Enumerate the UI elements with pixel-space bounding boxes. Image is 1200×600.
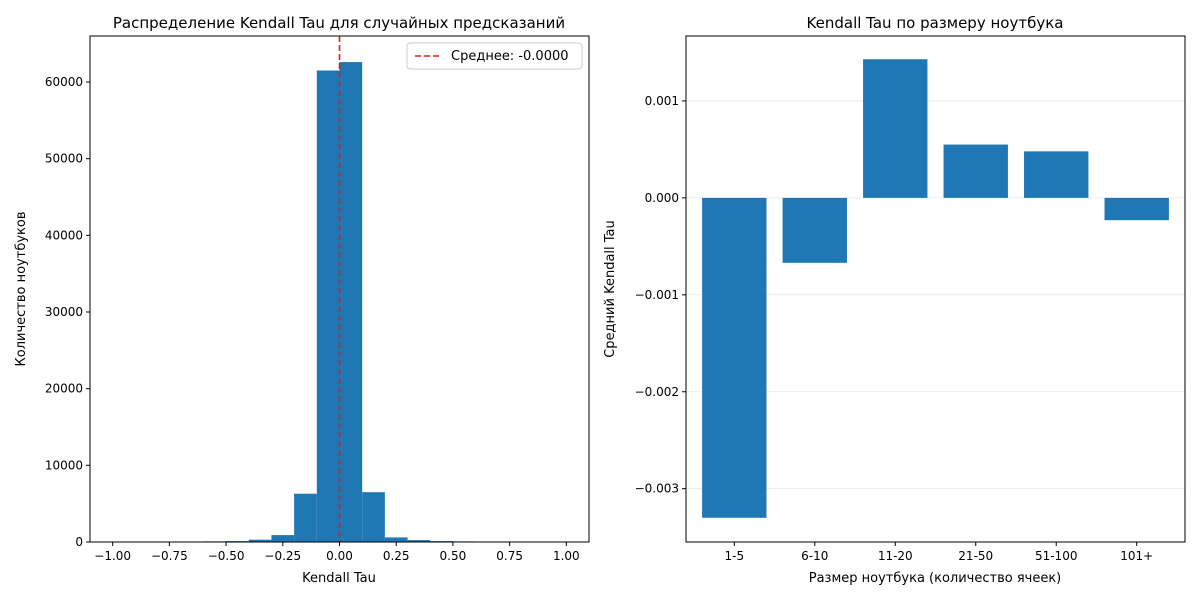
bar-chart-y-ticks: −0.003 −0.002 −0.001 0.000 0.001 [635,94,1185,496]
bar-chart-y-label: Средний Kendall Tau [603,220,618,358]
histogram-bars [112,62,567,543]
histogram-x-tick-label: −1.00 [94,549,131,563]
histogram-title: Распределение Kendall Tau для случайных … [113,14,565,32]
bar-101+ [1104,197,1169,221]
histogram-x-tick-label: 0.00 [326,549,353,563]
histogram-x-tick-label: 0.25 [383,549,410,563]
histogram-bar-6 [248,539,272,542]
histogram-y-tick-label: 10000 [45,458,83,472]
bar-chart-y-tick-label: −0.001 [635,288,679,302]
histogram-bar-10 [339,62,363,543]
histogram-axes-frame [89,35,590,543]
histogram-y-tick-label: 20000 [45,382,83,396]
histogram-y-tick-label: 50000 [45,152,83,166]
bar-6-10 [782,197,847,263]
bar-chart-axes-frame [685,35,1186,543]
bar-chart: Kendall Tau по размеру ноутбука −0.003−0… [603,14,1186,586]
bar-chart-x-tick-label: 101+ [1120,549,1153,563]
bar-chart-x-tick-label: 1-5 [724,549,744,563]
histogram-y-label: Количество ноутбуков [14,212,29,367]
histogram-y-tick-label: 30000 [45,305,83,319]
histogram-bar-9 [316,70,340,542]
bar-chart-x-tick-label: 21-50 [958,549,993,563]
histogram-y-tick-label: 40000 [45,228,83,242]
histogram-x-ticks: −1.00 −0.75 −0.50 −0.25 0.00 0.25 0.50 0.75 1.00 [94,542,580,563]
bar-chart-x-tick-label: 6-10 [801,549,828,563]
histogram-x-tick-label: 0.50 [440,549,467,563]
histogram-chart: Распределение Kendall Tau для случайных … [14,14,590,586]
histogram-y-tick-label: 60000 [45,75,83,89]
histogram-bar-7 [271,535,295,542]
legend-box [406,42,583,70]
histogram-x-label: Kendall Tau [302,571,376,586]
histogram-x-tick-label: 1.00 [553,549,580,563]
bar-chart-bars [702,59,1169,518]
bar-1-5 [702,197,767,518]
bar-chart-title: Kendall Tau по размеру ноутбука [807,14,1064,32]
legend-entry-mean: Среднее: -0.0000 [451,49,569,64]
bar-chart-x-label: Размер ноутбука (количество ячеек) [809,571,1062,586]
bar-51-100 [1024,151,1089,198]
bar-chart-x-tick-label: 11-20 [878,549,913,563]
histogram-y-tick-label: 0 [75,535,83,549]
histogram-bar-8 [294,493,317,542]
histogram-x-tick-label: −0.75 [151,549,188,563]
bar-chart-y-tick-label: −0.002 [635,385,679,399]
histogram-x-tick-label: 0.75 [496,549,523,563]
histogram-bar-11 [362,492,385,542]
bar-chart-y-tick-label: 0.000 [645,191,679,205]
bar-chart-y-tick-label: −0.003 [635,482,679,496]
bar-chart-x-ticks: 1-5 6-10 11-20 21-50 51-100 101+ [724,542,1153,563]
bar-chart-y-tick-label: 0.001 [645,94,679,108]
histogram-x-tick-label: −0.50 [208,549,245,563]
histogram-bar-13 [407,540,431,542]
histogram-x-tick-label: −0.25 [264,549,301,563]
bar-chart-x-tick-label: 51-100 [1035,549,1078,563]
bar-11-20 [863,59,928,198]
histogram-y-ticks: 0 10000 20000 30000 40000 50000 60000 [45,75,90,549]
histogram-bar-12 [384,537,408,542]
bar-21-50 [943,144,1008,198]
histogram-legend: Среднее: -0.0000 [406,42,583,70]
